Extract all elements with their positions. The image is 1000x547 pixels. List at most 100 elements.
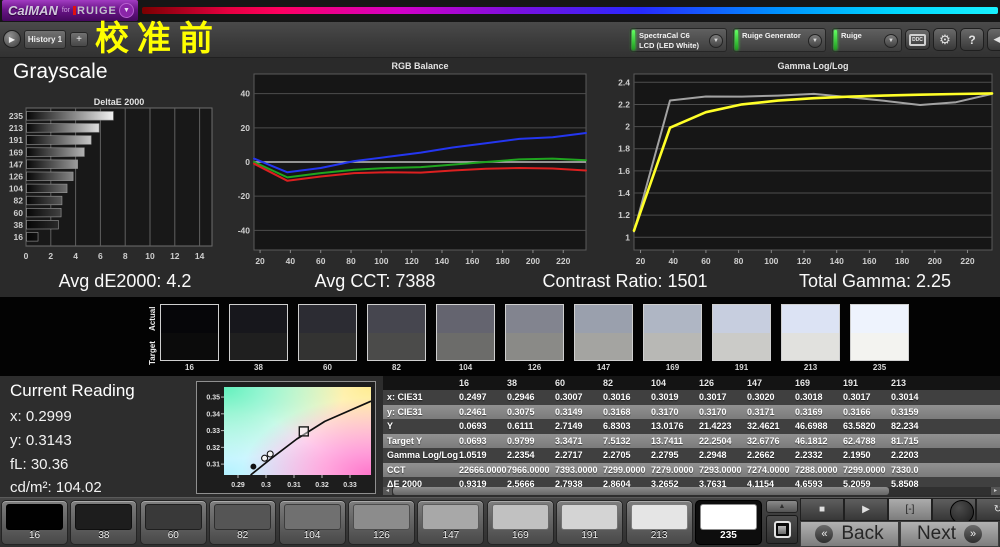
refresh-button[interactable]: ↻ xyxy=(976,498,1000,521)
next-chevron-icon: » xyxy=(964,525,983,543)
scroll-left-icon[interactable]: ◂ xyxy=(383,487,392,495)
x-axis-tick: 180 xyxy=(895,256,909,265)
pattern-bar: 16 38 60 82 104 126 147 169 191 213 235 ▲ ■ ▶ [-] … xyxy=(0,497,1000,547)
table-cell: 0.3159 xyxy=(891,406,919,417)
swatch-target-half xyxy=(161,332,218,360)
table-cell: 0.9319 xyxy=(459,479,487,490)
pattern-button-104[interactable]: 104 xyxy=(278,500,346,545)
stat-avg-cct: Avg CCT: 7388 xyxy=(314,271,436,291)
table-cell: 2.5666 xyxy=(507,479,535,490)
table-cell: 21.4223 xyxy=(699,421,732,432)
meter-dropdown[interactable]: SpectraCal C6 LCD (LED White) ▼ xyxy=(630,28,727,52)
swatch-level-label: 126 xyxy=(527,363,542,372)
deltae-y-tick: 235 xyxy=(9,111,23,121)
table-row-label: CCT xyxy=(387,464,406,475)
x-axis-tick: 140 xyxy=(830,256,844,265)
table-cell: 63.5820 xyxy=(843,421,876,432)
table-row-label: Gamma Log/Log xyxy=(387,450,459,461)
app-menu-dropdown-icon[interactable]: ▼ xyxy=(119,3,134,18)
calman-logo[interactable]: CalMAN for RUIGE ▼ xyxy=(2,0,138,21)
x-axis-tick: 160 xyxy=(862,256,876,265)
back-button[interactable]: « Back xyxy=(800,521,899,547)
swatch-target-half xyxy=(506,332,563,360)
cie-x-tick: 0.33 xyxy=(343,482,357,489)
table-row-label: Y xyxy=(387,421,394,432)
stop-button[interactable]: ■ xyxy=(800,498,844,521)
x-axis-tick: 60 xyxy=(701,256,711,265)
cie-gamut-background xyxy=(224,387,371,475)
table-column-header: 213 xyxy=(891,378,907,388)
swatch-actual-half xyxy=(161,305,218,333)
deltae-x-tick: 8 xyxy=(123,251,128,261)
table-cell: 5.8508 xyxy=(891,479,919,490)
x-axis-tick: 200 xyxy=(928,256,942,265)
table-cell: 3.3471 xyxy=(555,435,583,446)
display-dropdown-icon[interactable]: ▼ xyxy=(884,34,898,48)
pattern-button-235[interactable]: 235 xyxy=(695,500,762,545)
logo-calman-text: CalMAN xyxy=(8,3,58,18)
scrollbar-thumb[interactable] xyxy=(393,487,889,495)
next-button[interactable]: Next » xyxy=(900,521,999,547)
table-cell: 4.6593 xyxy=(795,479,823,490)
deltae-y-tick: 104 xyxy=(9,184,23,194)
pattern-swatch xyxy=(422,504,480,530)
generator-dropdown-icon[interactable]: ▼ xyxy=(808,34,822,48)
y-axis-tick: -20 xyxy=(238,191,251,201)
pattern-button-191[interactable]: 191 xyxy=(556,500,624,545)
swatch-target-half xyxy=(368,332,425,360)
table-cell: 0.3171 xyxy=(747,406,775,417)
table-cell: 0.3168 xyxy=(603,406,631,417)
generator-dropdown[interactable]: Ruige Generator ▼ xyxy=(733,28,826,52)
single-measure-button[interactable]: [-] xyxy=(888,498,932,521)
generator-connected-indicator xyxy=(735,30,738,50)
deltae-bar-chart: 0 2 4 6 8 10 12 14 DeltaE 2000 235 213 191 169 147 126… xyxy=(9,97,213,261)
grayscale-swatch-147: 147 xyxy=(574,304,633,372)
grayscale-swatch-38: 38 xyxy=(229,304,288,372)
tab-history1[interactable]: History 1 xyxy=(24,30,66,49)
collapse-panel-button[interactable]: ◀ xyxy=(987,28,1000,51)
table-column-header: 126 xyxy=(699,378,715,388)
swatch-actual-half xyxy=(299,305,356,333)
help-button[interactable]: ? xyxy=(960,28,984,51)
pattern-button-169[interactable]: 169 xyxy=(486,500,554,545)
pattern-button-38[interactable]: 38 xyxy=(70,500,138,545)
pattern-window-button[interactable] xyxy=(766,515,798,544)
settings-button[interactable]: ⚙ xyxy=(933,28,957,51)
meter-dropdown-icon[interactable]: ▼ xyxy=(709,34,723,48)
tab-scroll-button[interactable]: ▶ xyxy=(3,30,21,48)
swatch-actual-half xyxy=(782,305,839,333)
scroll-right-icon[interactable]: ▸ xyxy=(991,487,1000,495)
table-column-header: 147 xyxy=(747,378,763,388)
pattern-button-16[interactable]: 16 xyxy=(1,500,68,545)
pattern-button-60[interactable]: 60 xyxy=(139,500,207,545)
target-point-marker xyxy=(298,426,310,437)
back-chevron-icon: « xyxy=(815,525,834,543)
play-button[interactable]: ▶ xyxy=(844,498,888,521)
x-axis-tick: 100 xyxy=(374,256,388,265)
table-column-header: 82 xyxy=(603,378,614,388)
x-axis-tick: 40 xyxy=(668,256,678,265)
pattern-level-label: 147 xyxy=(442,530,460,541)
status-indicator-button[interactable] xyxy=(950,500,974,524)
table-scrollbar[interactable]: ◂ ▸ xyxy=(383,487,1000,495)
pattern-button-82[interactable]: 82 xyxy=(209,500,277,545)
x-axis-tick: 100 xyxy=(764,256,778,265)
swatch-target-half xyxy=(437,332,494,360)
pattern-level-label: 169 xyxy=(511,530,529,541)
pattern-button-126[interactable]: 126 xyxy=(348,500,415,545)
swatch-level-label: 169 xyxy=(665,363,680,372)
pattern-swatch xyxy=(700,504,757,530)
table-cell: 0.3017 xyxy=(699,392,727,403)
pattern-button-147[interactable]: 147 xyxy=(417,500,485,545)
display-dropdown[interactable]: Ruige ▼ xyxy=(832,28,902,52)
swatch-level-label: 82 xyxy=(392,363,401,372)
ddc-button[interactable]: DDC xyxy=(905,29,930,50)
actual-axis-label: Actual xyxy=(148,306,157,332)
reading-panel: Current Reading x: 0.2999 y: 0.3143 fL: … xyxy=(0,376,1000,497)
deltae-x-tick: 4 xyxy=(73,251,78,261)
swatch-actual-half xyxy=(851,305,908,333)
pattern-button-213[interactable]: 213 xyxy=(625,500,693,545)
pattern-panel-up-button[interactable]: ▲ xyxy=(766,500,798,513)
add-tab-button[interactable]: + xyxy=(70,32,88,47)
table-cell: 13.7411 xyxy=(651,435,684,446)
